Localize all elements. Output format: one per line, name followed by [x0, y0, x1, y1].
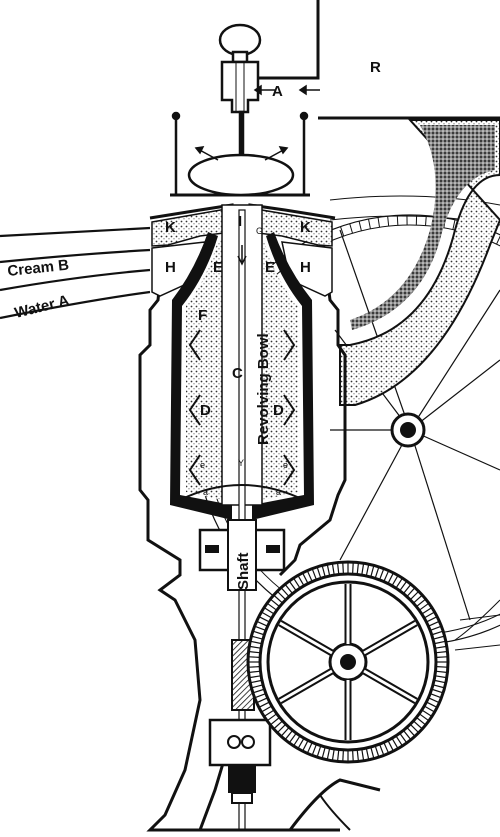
arrow-icon	[237, 245, 247, 266]
label-i: I	[238, 213, 242, 230]
bowl-wall-right	[252, 232, 314, 520]
label-a-small-2: a	[276, 487, 281, 497]
water-chamber-h-left	[151, 241, 207, 297]
bowl-bottom	[179, 484, 305, 501]
label-r: R	[370, 59, 381, 76]
baffles	[188, 329, 296, 486]
label-water-a: Water A	[13, 292, 71, 322]
water-chamber-h-right	[281, 241, 333, 297]
frame-arm-dark	[350, 125, 495, 330]
label-k-left: K	[165, 219, 176, 236]
bowl-liquid-left	[186, 240, 232, 502]
arrow-icon	[194, 84, 320, 161]
label-h-left: H	[165, 259, 176, 276]
bowl-wall-left	[170, 232, 232, 520]
label-g: G	[256, 226, 263, 236]
label-k-right: K	[300, 219, 311, 236]
label-d-right: D	[273, 402, 284, 419]
label-h-right: H	[300, 259, 311, 276]
label-f: F	[198, 307, 207, 324]
label-d-left: D	[200, 402, 211, 419]
label-cream-b: Cream B	[7, 257, 70, 280]
outlet-pipes	[0, 226, 151, 320]
label-e-small-1: e	[283, 460, 288, 470]
supply-tank	[170, 23, 310, 197]
label-e-left: E	[213, 259, 223, 276]
label-e-right: E	[265, 259, 275, 276]
label-shaft: Shaft	[235, 552, 252, 590]
bowl-liquid-right	[252, 240, 298, 502]
shaft-assembly	[150, 519, 381, 832]
label-c: C	[232, 365, 243, 382]
label-a-top: A	[272, 83, 283, 100]
gear-icon	[246, 560, 450, 764]
label-a-small-1: a	[203, 487, 208, 497]
label-y: Y	[238, 458, 244, 468]
label-e-small-2: e	[200, 460, 205, 470]
label-revolving-bowl: Revolving Bowl	[255, 333, 272, 445]
